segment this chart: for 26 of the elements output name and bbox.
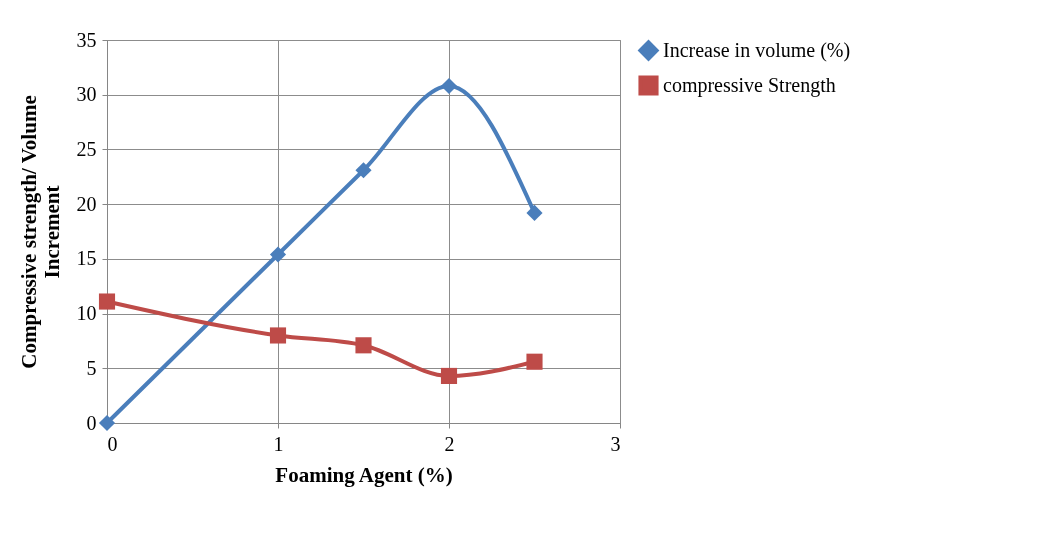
- x-tick-label: 1: [273, 432, 284, 455]
- y-tick-label: 30: [76, 83, 97, 106]
- point: [98, 293, 116, 310]
- point: [440, 367, 458, 385]
- legend-label: compressive Strength: [663, 73, 836, 97]
- point: [440, 77, 458, 95]
- legend-label: Increase in volume (%): [663, 38, 851, 62]
- x-tick-label: 0: [107, 432, 118, 455]
- point: [98, 414, 116, 432]
- x-tick-label: 3: [610, 432, 621, 455]
- point: [269, 327, 287, 344]
- y-tick-label: 10: [76, 302, 97, 325]
- point: [355, 162, 372, 179]
- y-tick-label: 25: [76, 137, 97, 160]
- x-axis-title: Foaming Agent (%): [275, 462, 453, 487]
- y-tick-label: 15: [76, 247, 97, 270]
- y-tick-label: 5: [86, 356, 97, 379]
- y-axis-title: Compressive strength/ Volume Increment: [16, 95, 64, 369]
- y-tick-label: 20: [76, 192, 97, 215]
- point: [355, 337, 372, 354]
- point: [269, 246, 287, 263]
- point: [526, 353, 543, 370]
- y-tick-label: 0: [86, 411, 97, 434]
- point: [526, 204, 543, 221]
- y-tick-label: 35: [76, 28, 97, 51]
- x-tick-label: 2: [444, 432, 455, 455]
